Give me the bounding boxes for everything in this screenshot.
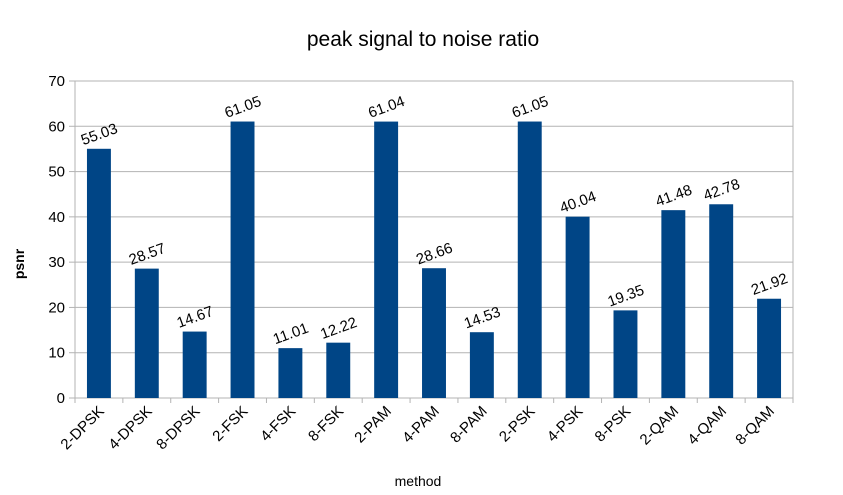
y-tick-label: 30 (48, 254, 65, 271)
y-tick-label: 10 (48, 345, 65, 362)
x-axis-title: method (395, 473, 442, 489)
x-tick-label: 2-FSK (209, 403, 251, 445)
data-label: 21.92 (749, 270, 790, 299)
x-tick-label: 8-DPSK (153, 403, 203, 453)
data-label: 61.04 (366, 93, 407, 122)
x-tick-label: 8-QAM (732, 403, 778, 449)
y-tick-label: 20 (48, 299, 65, 316)
bar-4-dpsk (134, 268, 159, 398)
data-label: 19.35 (605, 282, 646, 311)
x-tick-label: 2-PSK (496, 403, 539, 446)
bar-2-psk (517, 121, 542, 399)
x-tick-label: 4-FSK (257, 403, 299, 445)
y-tick-label: 50 (48, 164, 65, 181)
data-label: 12.22 (318, 314, 359, 343)
bar-4-pam (422, 268, 446, 398)
y-tick-label: 70 (48, 73, 65, 90)
data-label: 28.57 (127, 240, 168, 269)
data-label: 41.48 (653, 182, 694, 211)
y-tick-label: 0 (57, 390, 65, 407)
x-tick-label: 8-PAM (447, 403, 491, 447)
bar-2-fsk (230, 121, 255, 399)
bar-8-psk (613, 310, 638, 398)
bar-4-psk (565, 216, 590, 398)
bar-8-qam (757, 298, 782, 398)
data-label: 11.01 (271, 320, 311, 348)
x-tick-label: 4-QAM (684, 403, 730, 449)
bar-8-pam (469, 332, 494, 398)
bar-2-pam (374, 121, 399, 399)
data-label: 61.05 (510, 93, 551, 122)
x-tick-label: 4-PSK (544, 403, 587, 446)
bars (86, 121, 782, 399)
y-axis-title: psnr (11, 248, 27, 279)
data-label: 40.04 (558, 188, 599, 217)
bar-8-dpsk (182, 331, 207, 398)
x-tick-label: 8-PSK (592, 403, 635, 446)
y-tick-label: 60 (48, 118, 65, 135)
x-tick-label: 2-PAM (351, 403, 395, 447)
y-axis-ticks: 0 10 20 30 40 50 60 70 (48, 73, 75, 407)
data-label: 61.05 (222, 93, 263, 122)
data-label: 42.78 (701, 176, 742, 205)
x-tick-label: 4-DPSK (105, 403, 155, 453)
bar-2-dpsk (86, 148, 111, 398)
y-tick-label: 40 (48, 209, 65, 226)
chart-title: peak signal to noise ratio (307, 28, 539, 51)
data-label: 28.66 (414, 240, 455, 269)
data-label: 55.03 (79, 120, 120, 149)
bar-4-qam (709, 204, 734, 398)
bar-8-fsk (326, 342, 351, 398)
x-tick-label: 2-QAM (637, 403, 683, 449)
x-tick-label: 2-DPSK (57, 403, 107, 453)
x-tick-label: 8-FSK (305, 403, 347, 445)
bar-2-qam (661, 210, 686, 398)
bar-4-fsk (278, 348, 303, 398)
x-tick-label: 4-PAM (399, 403, 443, 447)
